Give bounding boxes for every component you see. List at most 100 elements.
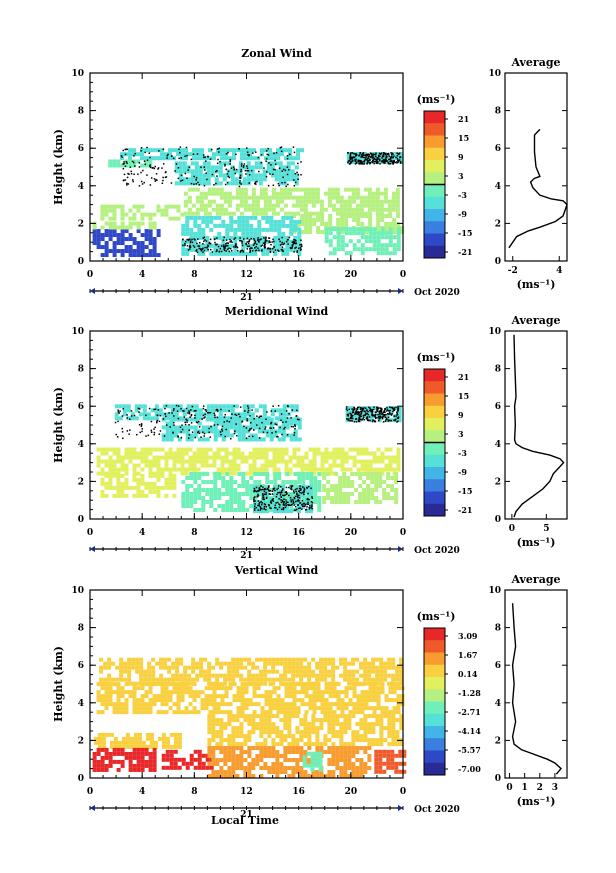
x-tick-label: 16 bbox=[292, 528, 305, 538]
x-tick-label: 0 bbox=[87, 787, 93, 797]
x-tick-label: 16 bbox=[292, 787, 305, 797]
y-tick-label: 0 bbox=[78, 257, 84, 267]
average-y-tick-label: 2 bbox=[495, 219, 501, 229]
average-y-tick-label: 0 bbox=[495, 515, 501, 525]
y-tick-label: 2 bbox=[78, 477, 84, 487]
y-tick-label: 2 bbox=[78, 736, 84, 746]
data-region bbox=[183, 187, 400, 216]
x-tick-label: 8 bbox=[191, 528, 197, 538]
y-tick-label: 0 bbox=[78, 774, 84, 784]
x-tick-label: 4 bbox=[139, 787, 145, 797]
y-tick-label: 10 bbox=[71, 69, 84, 79]
data-region bbox=[96, 447, 401, 476]
data-region bbox=[207, 746, 372, 779]
day-label: 21 bbox=[240, 551, 253, 561]
colorbar-tick-label: 15 bbox=[458, 133, 469, 143]
average-x-label: (ms⁻¹) bbox=[517, 278, 556, 291]
colorbar-tick-label: -21 bbox=[458, 505, 472, 515]
colorbar-tick-label: -3 bbox=[458, 448, 467, 458]
x-tick-label: 12 bbox=[240, 270, 253, 280]
average-x-tick-label: 2 bbox=[537, 783, 543, 793]
average-x-tick-label: 0 bbox=[506, 783, 512, 793]
colorbar-tick-label: -21 bbox=[458, 247, 472, 257]
colorbar-unit: (ms⁻¹) bbox=[417, 351, 456, 364]
y-axis-label: Height (km) bbox=[52, 129, 65, 205]
colorbar-tick-label: 9 bbox=[458, 410, 464, 420]
average-y-tick-label: 6 bbox=[495, 144, 501, 154]
data-region bbox=[93, 732, 182, 749]
y-tick-label: 8 bbox=[78, 365, 84, 375]
y-tick-label: 4 bbox=[78, 440, 84, 450]
y-tick-label: 6 bbox=[78, 144, 84, 154]
average-title: Average bbox=[510, 573, 560, 586]
date-label: Oct 2020 bbox=[414, 805, 460, 815]
y-tick-label: 10 bbox=[71, 586, 84, 596]
x-tick-label: 0 bbox=[87, 270, 93, 280]
date-label: Oct 2020 bbox=[414, 288, 460, 298]
colorbar-unit: (ms⁻¹) bbox=[417, 610, 456, 623]
colorbar-unit: (ms⁻¹) bbox=[417, 93, 456, 106]
average-y-tick-label: 6 bbox=[495, 661, 501, 671]
average-line bbox=[511, 603, 562, 775]
average-line bbox=[513, 334, 565, 518]
contour-speckles bbox=[114, 404, 400, 511]
average-y-tick-label: 0 bbox=[495, 257, 501, 267]
data-region bbox=[302, 751, 323, 772]
average-x-label: (ms⁻¹) bbox=[517, 536, 556, 549]
data-region bbox=[100, 204, 185, 221]
average-y-tick-label: 4 bbox=[495, 182, 501, 192]
data-region bbox=[100, 473, 177, 498]
y-tick-label: 6 bbox=[78, 661, 84, 671]
colorbar-tick-label: -4.14 bbox=[458, 726, 481, 736]
average-title: Average bbox=[510, 56, 560, 69]
average-y-tick-label: 0 bbox=[495, 774, 501, 784]
x-tick-label: 20 bbox=[345, 787, 358, 797]
data-region bbox=[99, 657, 404, 686]
y-tick-label: 4 bbox=[78, 699, 84, 709]
average-profile: Average 0 2 4 6 8 10 0 5 (ms⁻¹) bbox=[488, 314, 568, 549]
colorbar-tick-label: 9 bbox=[458, 152, 464, 162]
colorbar-tick-label: -1.28 bbox=[458, 688, 481, 698]
average-x-tick-label: 3 bbox=[552, 783, 558, 793]
date-label: Oct 2020 bbox=[414, 546, 460, 556]
x-tick-label: 12 bbox=[240, 528, 253, 538]
colorbar-tick-label: -5.57 bbox=[458, 745, 481, 755]
x-tick-label: 0 bbox=[87, 528, 93, 538]
average-line bbox=[508, 128, 568, 249]
average-y-tick-label: 4 bbox=[495, 699, 501, 709]
colorbar: 3.09 1.67 0.14 -1.28 -2.71 -4.14 -5.57 -7.00 bbox=[423, 627, 481, 776]
y-tick-label: 8 bbox=[78, 624, 84, 634]
panel-title: Vertical Wind bbox=[234, 564, 319, 577]
colorbar-tick-label: 3 bbox=[458, 171, 464, 181]
data-region bbox=[161, 749, 214, 770]
colorbar-tick-label: 1.67 bbox=[458, 650, 477, 660]
colorbar-tick-label: 21 bbox=[458, 114, 469, 124]
y-tick-label: 6 bbox=[78, 402, 84, 412]
y-tick-label: 2 bbox=[78, 219, 84, 229]
panel-title: Meridional Wind bbox=[225, 305, 329, 318]
average-y-tick-label: 8 bbox=[495, 365, 501, 375]
average-x-label: (ms⁻¹) bbox=[517, 795, 556, 808]
average-y-tick-label: 2 bbox=[495, 477, 501, 487]
data-region bbox=[92, 229, 161, 258]
colorbar-tick-label: 15 bbox=[458, 391, 469, 401]
average-y-tick-label: 10 bbox=[488, 327, 501, 337]
data-region bbox=[207, 714, 404, 747]
colorbar-tick-label: -9 bbox=[458, 209, 467, 219]
colorbar: 21 15 9 3 -3 -9 -15 -21 bbox=[423, 110, 472, 259]
colorbar-tick-label: 21 bbox=[458, 372, 469, 382]
average-y-tick-label: 10 bbox=[488, 69, 501, 79]
colorbar-tick-label: -15 bbox=[458, 486, 472, 496]
x-axis-label: Local Time bbox=[211, 814, 279, 827]
x-tick-label: 4 bbox=[139, 270, 145, 280]
average-x-tick-label: 5 bbox=[543, 524, 549, 534]
x-tick-label: 8 bbox=[191, 270, 197, 280]
colorbar-tick-label: -9 bbox=[458, 467, 467, 477]
x-tick-label: 0 bbox=[400, 787, 406, 797]
data-region bbox=[92, 747, 157, 772]
